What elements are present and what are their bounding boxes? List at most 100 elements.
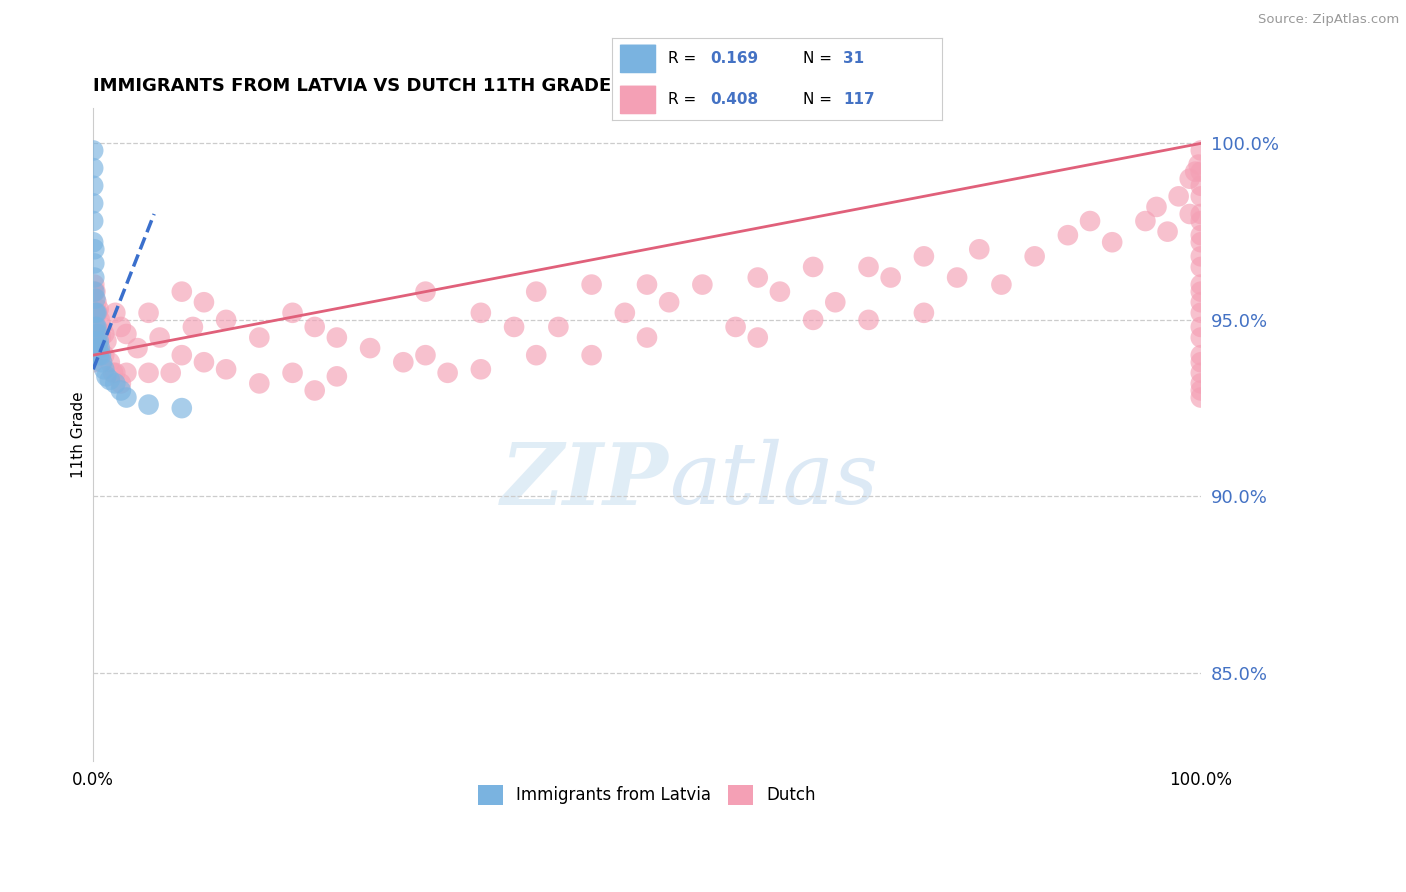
Point — [879, 270, 901, 285]
Point — [1024, 249, 1046, 263]
Point — [93, 362, 115, 376]
Point — [87, 334, 110, 348]
Point — [1135, 214, 1157, 228]
Point — [138, 398, 160, 412]
Point — [83, 256, 105, 270]
Point — [86, 295, 108, 310]
Text: R =: R = — [668, 52, 702, 66]
Point — [1187, 158, 1209, 172]
Point — [82, 235, 104, 250]
Point — [98, 373, 121, 387]
Point — [87, 348, 110, 362]
Point — [1189, 207, 1212, 221]
Point — [1189, 391, 1212, 405]
Point — [247, 330, 270, 344]
Point — [170, 348, 193, 362]
Point — [127, 341, 149, 355]
Point — [436, 366, 458, 380]
Point — [1184, 164, 1206, 178]
Point — [304, 384, 326, 398]
Text: N =: N = — [803, 93, 837, 107]
Point — [90, 348, 112, 362]
Point — [658, 295, 681, 310]
Point — [87, 302, 110, 317]
Point — [138, 306, 160, 320]
Point — [115, 366, 138, 380]
Point — [1156, 225, 1178, 239]
Point — [1189, 249, 1212, 263]
Point — [769, 285, 792, 299]
Point — [104, 306, 127, 320]
Point — [1178, 171, 1201, 186]
Point — [1189, 144, 1212, 158]
Point — [82, 334, 104, 348]
Point — [84, 292, 107, 306]
Point — [84, 320, 107, 334]
Point — [281, 366, 304, 380]
Point — [86, 334, 108, 348]
Point — [1189, 178, 1212, 193]
Point — [110, 376, 132, 391]
Text: 117: 117 — [844, 93, 875, 107]
Point — [801, 313, 824, 327]
Point — [359, 341, 381, 355]
Text: ZIP: ZIP — [502, 439, 669, 522]
Point — [1167, 189, 1189, 203]
Point — [692, 277, 714, 292]
Point — [87, 341, 110, 355]
Point — [1189, 348, 1212, 362]
Point — [83, 277, 105, 292]
Point — [193, 355, 215, 369]
Point — [115, 391, 138, 405]
Point — [86, 306, 108, 320]
Point — [1189, 366, 1212, 380]
Point — [524, 285, 547, 299]
Point — [1146, 200, 1168, 214]
Point — [84, 285, 107, 299]
Point — [1189, 260, 1212, 274]
Point — [90, 330, 112, 344]
Text: 0.169: 0.169 — [710, 52, 759, 66]
Point — [1101, 235, 1123, 250]
Point — [1189, 285, 1212, 299]
Point — [547, 320, 569, 334]
Point — [101, 366, 124, 380]
Point — [1189, 277, 1212, 292]
Point — [1189, 235, 1212, 250]
Legend: Immigrants from Latvia, Dutch: Immigrants from Latvia, Dutch — [471, 778, 823, 812]
Point — [86, 326, 108, 341]
Point — [946, 270, 969, 285]
Point — [96, 369, 118, 384]
Point — [82, 285, 104, 299]
Point — [82, 214, 104, 228]
Point — [170, 401, 193, 416]
Point — [858, 313, 880, 327]
Point — [581, 348, 603, 362]
Point — [967, 242, 990, 256]
Text: 31: 31 — [844, 52, 865, 66]
Point — [524, 348, 547, 362]
Point — [115, 326, 138, 341]
Point — [84, 330, 107, 344]
Point — [990, 277, 1012, 292]
Point — [96, 334, 118, 348]
Point — [1189, 214, 1212, 228]
Point — [304, 320, 326, 334]
Point — [83, 285, 105, 299]
Point — [82, 161, 104, 175]
Text: R =: R = — [668, 93, 702, 107]
Point — [83, 306, 105, 320]
Text: atlas: atlas — [669, 439, 879, 522]
Point — [326, 369, 349, 384]
Point — [1178, 207, 1201, 221]
Point — [84, 306, 107, 320]
Point — [470, 362, 492, 376]
Point — [1189, 295, 1212, 310]
Y-axis label: 11th Grade: 11th Grade — [72, 392, 86, 478]
Point — [824, 295, 846, 310]
Point — [98, 355, 121, 369]
Point — [170, 285, 193, 299]
Point — [83, 242, 105, 256]
Point — [1189, 306, 1212, 320]
Point — [415, 285, 437, 299]
